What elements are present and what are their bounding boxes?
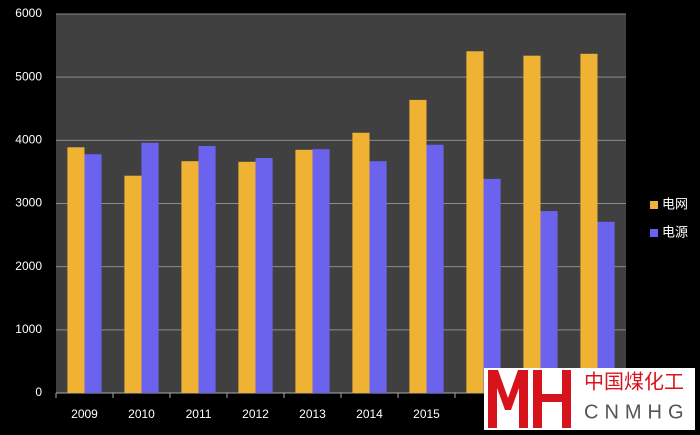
bar — [369, 161, 387, 393]
bar — [141, 142, 159, 393]
bar — [580, 53, 598, 394]
legend-swatch — [650, 229, 658, 237]
bar — [352, 132, 370, 393]
bar — [124, 175, 142, 393]
y-tick-label: 2000 — [15, 259, 42, 273]
bar — [409, 99, 427, 393]
legend-label: 电网 — [662, 196, 688, 211]
bar — [523, 55, 541, 393]
bar — [238, 161, 256, 393]
watermark-logo — [488, 370, 571, 428]
bar — [597, 221, 615, 393]
bar — [198, 146, 216, 393]
y-tick-label: 5000 — [15, 69, 42, 83]
legend-label: 电源 — [662, 224, 688, 239]
y-tick-label: 0 — [35, 385, 42, 399]
bar — [84, 154, 102, 393]
x-tick-label: 2009 — [71, 407, 98, 421]
bar — [466, 51, 484, 393]
x-tick-label: 2011 — [186, 407, 212, 421]
watermark-subtext: CNMHG — [584, 401, 690, 423]
legend-swatch — [650, 201, 658, 209]
bar — [67, 147, 85, 393]
y-tick-label: 1000 — [15, 322, 42, 336]
bar — [295, 149, 313, 393]
bar — [483, 178, 501, 393]
y-tick-label: 3000 — [15, 196, 42, 210]
x-tick-label: 2015 — [413, 407, 440, 421]
watermark-text: 中国煤化工 — [584, 370, 684, 393]
bar — [540, 211, 558, 393]
x-tick-label: 2012 — [242, 407, 269, 421]
bar — [255, 158, 273, 393]
x-tick-label: 2013 — [299, 407, 326, 421]
y-tick-label: 4000 — [15, 133, 42, 147]
x-tick-label: 2014 — [356, 407, 383, 421]
bar — [426, 144, 444, 393]
bar — [312, 149, 330, 393]
watermark: 中国煤化工 CNMHG — [484, 368, 695, 430]
x-tick-label: 2010 — [128, 407, 155, 421]
bar — [181, 161, 199, 393]
y-tick-label: 6000 — [15, 6, 42, 20]
